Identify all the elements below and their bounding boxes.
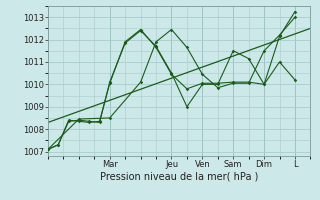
X-axis label: Pression niveau de la mer( hPa ): Pression niveau de la mer( hPa ) xyxy=(100,172,258,182)
